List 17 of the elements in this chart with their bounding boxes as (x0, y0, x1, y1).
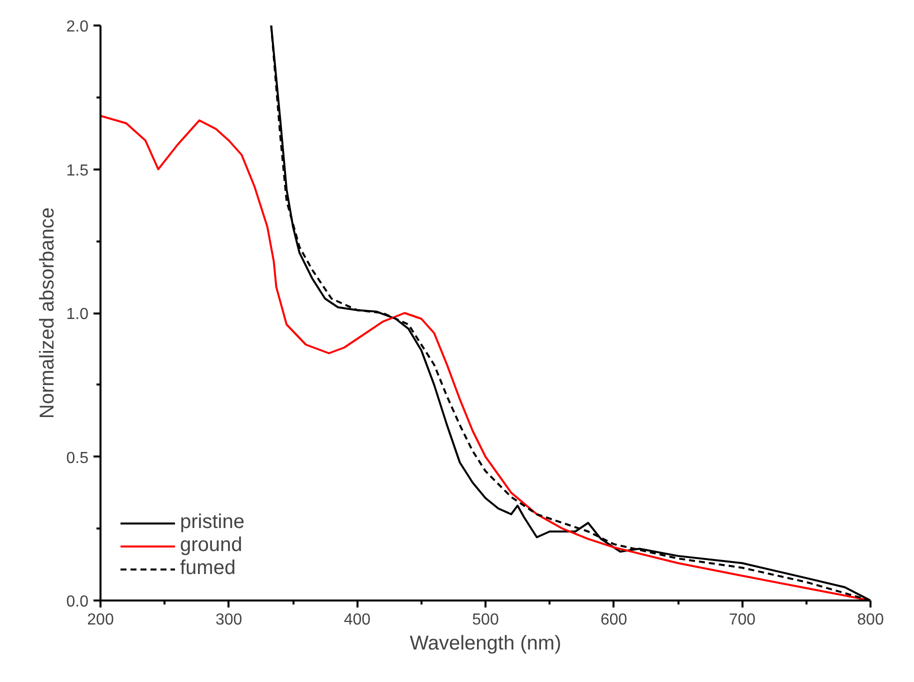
x-tick-label: 200 (87, 612, 114, 628)
y-tick-label: 1.5 (66, 162, 89, 180)
y-tick-label: 1.0 (66, 306, 89, 323)
x-tick-label: 500 (472, 612, 499, 628)
x-tick-label: 400 (344, 612, 371, 628)
x-tick-label: 700 (728, 612, 756, 628)
x-axis-title: Wavelength (nm) (410, 632, 562, 654)
legend-label: ground (180, 534, 242, 557)
x-tick-label: 300 (215, 612, 242, 628)
y-tick-label: 0.0 (66, 594, 89, 610)
legend-label: fumed (180, 557, 236, 580)
y-tick-label: 0.5 (66, 450, 89, 467)
x-tick-label: 600 (600, 612, 628, 628)
y-tick-label: 2.0 (66, 18, 89, 36)
y-axis-title: Normalized absorbance (36, 207, 58, 419)
legend-label: pristine (180, 511, 244, 534)
x-tick-label: 800 (857, 612, 884, 628)
